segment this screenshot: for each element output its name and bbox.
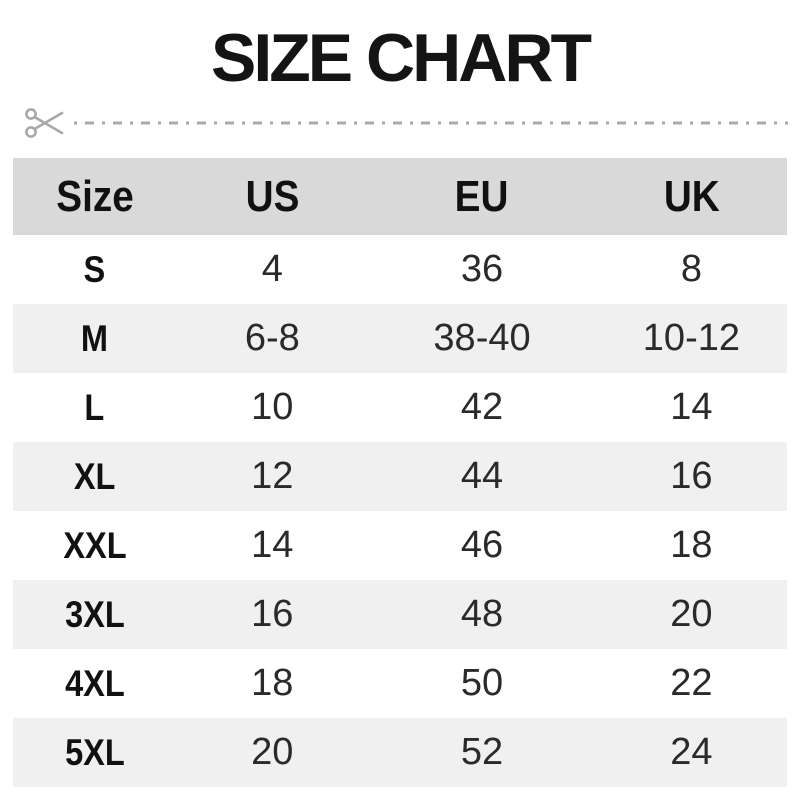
table-row-4xl: 4XL 18 50 22 — [13, 649, 787, 718]
size-cell: XL — [13, 442, 177, 511]
us-cell: 10 — [251, 386, 294, 428]
eu-cell: 52 — [368, 718, 596, 787]
size-table: Size US EU UK S 4 36 8 M 6-8 38-40 10-12… — [13, 158, 787, 787]
uk-cell: 14 — [670, 386, 713, 428]
uk-cell: 8 — [680, 248, 702, 290]
header-us-label: US — [245, 171, 300, 221]
us-cell: 4 — [261, 248, 283, 290]
size-label: XL — [73, 455, 116, 497]
eu-cell: 50 — [460, 662, 504, 704]
header-us: US — [176, 158, 369, 235]
table-row-s: S 4 36 8 — [13, 235, 787, 304]
size-cell: 5XL — [13, 718, 177, 787]
size-cell: XXL — [13, 511, 176, 580]
header-uk: UK — [595, 158, 787, 235]
table-row-xxl: XXL 14 46 18 — [13, 511, 787, 580]
uk-cell: 24 — [595, 718, 787, 787]
header-eu-label: EU — [455, 171, 509, 221]
eu-cell: 48 — [368, 580, 596, 649]
eu-cell: 36 — [460, 248, 504, 290]
table-row-3xl: 3XL 16 48 20 — [13, 580, 787, 649]
size-cell: L — [13, 373, 176, 442]
eu-cell: 46 — [460, 524, 504, 566]
scissors-icon — [25, 108, 64, 138]
table-row-l: L 10 42 14 — [13, 373, 787, 442]
header-eu: EU — [368, 158, 596, 235]
uk-cell: 22 — [670, 662, 713, 704]
table-row-xl: XL 12 44 16 — [13, 442, 787, 511]
page-title: SIZE CHART — [211, 20, 592, 96]
size-cell: S — [13, 235, 176, 304]
us-cell: 12 — [176, 442, 369, 511]
uk-cell: 10-12 — [595, 304, 787, 373]
eu-cell: 42 — [460, 386, 504, 428]
size-label: S — [83, 248, 106, 290]
header-uk-label: UK — [663, 171, 720, 221]
uk-cell: 20 — [595, 580, 787, 649]
size-label: 5XL — [64, 731, 125, 773]
us-cell: 16 — [176, 580, 369, 649]
us-cell: 14 — [251, 524, 294, 566]
cut-line — [24, 103, 788, 143]
size-label: XXL — [62, 524, 127, 566]
size-cell: 3XL — [13, 580, 177, 649]
size-label: 3XL — [64, 593, 125, 635]
size-label: M — [81, 317, 109, 359]
eu-cell: 44 — [368, 442, 596, 511]
eu-cell: 38-40 — [368, 304, 596, 373]
dashed-cut-line — [74, 121, 788, 125]
table-row-5xl: 5XL 20 52 24 — [13, 718, 787, 787]
us-cell: 6-8 — [176, 304, 369, 373]
us-cell: 20 — [176, 718, 369, 787]
header-size-label: Size — [55, 171, 134, 221]
us-cell: 18 — [251, 662, 294, 704]
size-label: 4XL — [64, 662, 125, 704]
size-label: L — [84, 386, 105, 428]
table-header-row: Size US EU UK — [13, 158, 787, 235]
size-cell: M — [13, 304, 177, 373]
table-row-m: M 6-8 38-40 10-12 — [13, 304, 787, 373]
uk-cell: 16 — [595, 442, 787, 511]
size-cell: 4XL — [13, 649, 176, 718]
header-size: Size — [13, 158, 177, 235]
uk-cell: 18 — [670, 524, 713, 566]
